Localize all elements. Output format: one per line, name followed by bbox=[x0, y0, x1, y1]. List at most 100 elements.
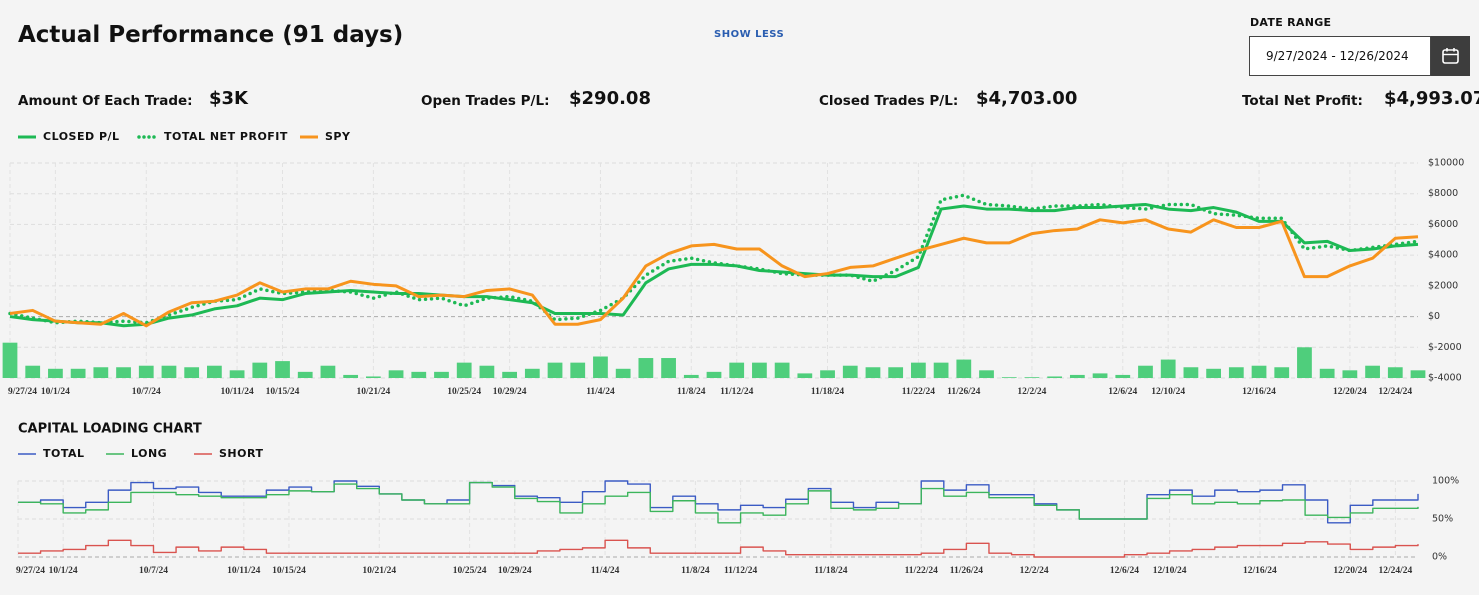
date-range-label: DATE RANGE bbox=[1250, 16, 1332, 29]
bar bbox=[933, 362, 949, 378]
bar bbox=[93, 367, 109, 378]
x-tick-label: 11/18/24 bbox=[811, 387, 845, 397]
show-less-button[interactable]: SHOW LESS bbox=[714, 29, 785, 40]
bar bbox=[1410, 370, 1426, 378]
bar bbox=[1342, 370, 1358, 378]
x-tick-label: 11/26/24 bbox=[950, 566, 984, 576]
bar bbox=[320, 365, 336, 378]
bar bbox=[1251, 365, 1267, 378]
x-tick-label: 12/16/24 bbox=[1242, 387, 1276, 397]
y-tick-label: $2000 bbox=[1428, 280, 1458, 291]
y-tick-label: $8000 bbox=[1428, 188, 1458, 199]
bar bbox=[343, 374, 359, 378]
bar bbox=[116, 367, 131, 378]
x-tick-label: 11/22/24 bbox=[905, 566, 939, 576]
bar bbox=[547, 362, 563, 378]
bar bbox=[820, 370, 835, 378]
bar bbox=[888, 367, 904, 378]
legend-label: TOTAL NET PROFIT bbox=[164, 130, 288, 143]
y-tick-label: 0% bbox=[1432, 552, 1447, 563]
bar bbox=[161, 365, 177, 378]
x-tick-label: 10/11/24 bbox=[220, 387, 254, 397]
bar bbox=[797, 373, 813, 378]
calendar-icon bbox=[1442, 48, 1459, 64]
x-tick-label: 10/29/24 bbox=[493, 387, 527, 397]
bar bbox=[207, 365, 222, 378]
stat-label: Total Net Profit: bbox=[1242, 93, 1363, 109]
bar bbox=[1365, 365, 1380, 378]
bar bbox=[729, 362, 745, 378]
x-tick-label: 10/7/24 bbox=[139, 566, 168, 576]
stat-value: $3K bbox=[209, 88, 248, 109]
bar bbox=[275, 361, 290, 378]
bar bbox=[1115, 374, 1131, 378]
x-tick-label: 12/2/24 bbox=[1020, 566, 1049, 576]
bar bbox=[411, 371, 427, 378]
y-tick-label: 50% bbox=[1432, 514, 1453, 525]
x-tick-label: 12/2/24 bbox=[1017, 387, 1046, 397]
x-tick-label: 10/11/24 bbox=[227, 566, 261, 576]
bar bbox=[1228, 367, 1244, 378]
stat-label: Closed Trades P/L: bbox=[819, 93, 959, 109]
bar bbox=[229, 370, 245, 378]
bar bbox=[297, 371, 313, 378]
legend-label: TOTAL bbox=[43, 447, 85, 460]
date-range-value: 9/27/2024 - 12/26/2024 bbox=[1266, 49, 1409, 63]
x-tick-label: 12/6/24 bbox=[1108, 387, 1137, 397]
stat-value: $4,993.07 bbox=[1384, 88, 1479, 109]
bar bbox=[615, 368, 631, 378]
bar bbox=[502, 371, 517, 378]
x-tick-label: 10/25/24 bbox=[453, 566, 487, 576]
bar bbox=[1138, 365, 1153, 378]
bar bbox=[1206, 368, 1221, 378]
bar bbox=[956, 359, 972, 378]
x-tick-label: 12/24/24 bbox=[1379, 566, 1413, 576]
stat-value: $290.08 bbox=[569, 88, 651, 109]
bar bbox=[434, 371, 449, 378]
legend-label: LONG bbox=[131, 447, 167, 460]
x-tick-label: 11/4/24 bbox=[591, 566, 620, 576]
line-series bbox=[9, 218, 1419, 328]
page-title: Actual Performance (91 days) bbox=[18, 22, 404, 48]
bar bbox=[388, 370, 404, 378]
x-tick-label: 10/1/24 bbox=[49, 566, 78, 576]
bar bbox=[524, 368, 540, 378]
bar bbox=[774, 362, 790, 378]
x-tick-label: 9/27/24 bbox=[16, 566, 45, 576]
calendar-button[interactable] bbox=[1431, 36, 1470, 76]
x-tick-label: 10/25/24 bbox=[447, 387, 481, 397]
bar bbox=[752, 362, 767, 378]
legend-label: SPY bbox=[325, 130, 351, 143]
x-tick-label: 10/15/24 bbox=[266, 387, 300, 397]
x-tick-label: 11/18/24 bbox=[814, 566, 848, 576]
bar bbox=[593, 356, 608, 378]
x-tick-label: 10/1/24 bbox=[41, 387, 70, 397]
y-tick-label: $-2000 bbox=[1428, 342, 1462, 353]
bar bbox=[1160, 359, 1176, 378]
x-tick-label: 12/10/24 bbox=[1153, 566, 1187, 576]
bar bbox=[661, 358, 676, 378]
bar bbox=[570, 362, 586, 378]
x-tick-label: 12/6/24 bbox=[1110, 566, 1139, 576]
bar bbox=[1092, 373, 1108, 378]
line-series bbox=[18, 539, 1419, 558]
y-tick-label: $6000 bbox=[1428, 219, 1458, 230]
bar bbox=[1024, 377, 1040, 378]
x-tick-label: 11/12/24 bbox=[720, 387, 754, 397]
y-tick-label: $-4000 bbox=[1428, 373, 1462, 384]
x-tick-label: 11/22/24 bbox=[902, 387, 936, 397]
x-tick-label: 11/12/24 bbox=[724, 566, 758, 576]
line-series bbox=[8, 193, 1420, 325]
y-tick-label: 100% bbox=[1432, 476, 1459, 487]
stat-value: $4,703.00 bbox=[976, 88, 1078, 109]
bar bbox=[638, 358, 654, 378]
date-range-input[interactable] bbox=[1249, 36, 1431, 76]
bar bbox=[683, 374, 699, 378]
x-tick-label: 12/20/24 bbox=[1333, 387, 1367, 397]
bar bbox=[911, 362, 926, 378]
x-tick-label: 11/8/24 bbox=[677, 387, 706, 397]
x-tick-label: 10/7/24 bbox=[132, 387, 161, 397]
y-tick-label: $0 bbox=[1428, 311, 1440, 322]
x-tick-label: 10/21/24 bbox=[362, 566, 396, 576]
